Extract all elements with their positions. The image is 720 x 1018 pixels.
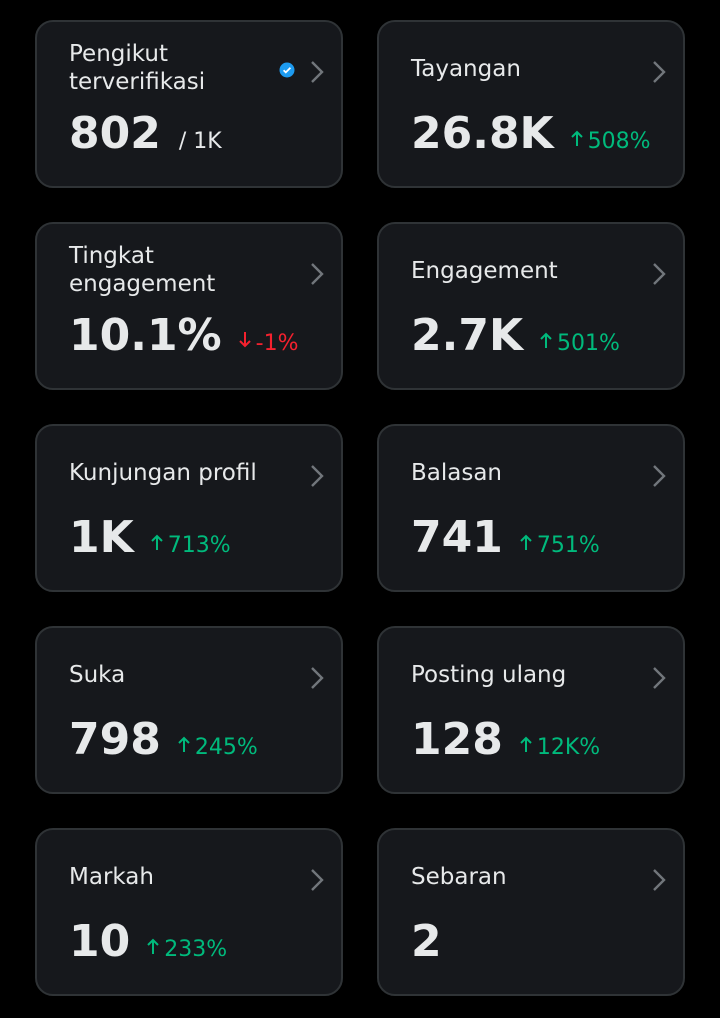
label-line: Engagement: [411, 258, 558, 284]
stat-value: 128: [411, 714, 503, 765]
value-row: 10 233%: [69, 914, 227, 970]
label-line: Suka: [69, 662, 126, 688]
stat-change: -1%: [238, 330, 299, 356]
value-row: 128 12K%: [411, 712, 600, 768]
chevron: [651, 60, 667, 88]
card-label: Tayangan: [411, 55, 521, 83]
stat-change: 751%: [519, 532, 600, 558]
chevron: [309, 60, 325, 88]
stat-value: 1K: [69, 512, 134, 563]
change-text: 12K%: [536, 735, 601, 760]
stat-value: 26.8K: [411, 108, 554, 159]
card-label: Balasan: [411, 459, 502, 487]
stat-change: 713%: [150, 532, 231, 558]
chevron: [651, 262, 667, 290]
change-text: 233%: [164, 937, 228, 962]
stat-change: 501%: [539, 330, 620, 356]
chevron: [651, 666, 667, 694]
change-text: -1%: [255, 331, 299, 356]
stat-value: 10: [69, 916, 131, 967]
stat-value: 798: [69, 714, 161, 765]
verified-badge: [279, 62, 295, 82]
chevron: [309, 262, 325, 290]
change-text: 508%: [587, 129, 651, 154]
change-arrow: [150, 532, 168, 558]
value-row: 741 751%: [411, 510, 600, 566]
label-line: Pengikut: [69, 41, 168, 67]
value-row: 2.7K 501%: [411, 308, 620, 364]
card-label: Pengikut terverifikasi: [69, 40, 205, 96]
label-line: Tingkat: [69, 243, 154, 269]
card-label: Tingkat engagement: [69, 242, 215, 298]
label-line: Markah: [69, 864, 154, 890]
value-row: 2: [411, 914, 442, 970]
stat-value: 802: [69, 108, 161, 159]
stat-value: 741: [411, 512, 503, 563]
change-arrow: [238, 330, 256, 356]
stat-card[interactable]: Kunjungan profil 1K 713%: [35, 424, 343, 592]
label-line: Tayangan: [411, 56, 521, 82]
stat-card[interactable]: Pengikut terverifikasi 802 / 1K: [35, 20, 343, 188]
stat-suffix: / 1K: [178, 129, 222, 154]
chevron: [309, 868, 325, 896]
card-label: Kunjungan profil: [69, 459, 257, 487]
stat-card[interactable]: Posting ulang 128 12K%: [377, 626, 685, 794]
label-line: Kunjungan profil: [69, 460, 257, 486]
stat-card[interactable]: Tingkat engagement 10.1% -1%: [35, 222, 343, 390]
chevron: [309, 666, 325, 694]
value-row: 1K 713%: [69, 510, 231, 566]
card-label: Suka: [69, 661, 125, 689]
stat-value: 10.1%: [69, 310, 222, 361]
card-label: Markah: [69, 863, 154, 891]
stat-change: 12K%: [519, 734, 600, 760]
label-line: Posting ulang: [411, 662, 567, 688]
stat-value: 2.7K: [411, 310, 524, 361]
label-line: engagement: [69, 271, 216, 297]
stat-card[interactable]: Sebaran 2: [377, 828, 685, 996]
stat-card[interactable]: Engagement 2.7K 501%: [377, 222, 685, 390]
change-text: 713%: [167, 533, 231, 558]
chevron: [309, 464, 325, 492]
change-text: 245%: [194, 735, 258, 760]
value-row: 798 245%: [69, 712, 258, 768]
stat-card[interactable]: Tayangan 26.8K 508%: [377, 20, 685, 188]
stat-change: 245%: [177, 734, 258, 760]
chevron: [651, 464, 667, 492]
change-arrow: [146, 936, 164, 962]
label-line: terverifikasi: [69, 69, 206, 95]
stat-value: 2: [411, 916, 442, 967]
stat-card[interactable]: Markah 10 233%: [35, 828, 343, 996]
change-arrow: [570, 128, 588, 154]
card-label: Sebaran: [411, 863, 507, 891]
change-arrow: [519, 532, 537, 558]
stat-change: 508%: [570, 128, 651, 154]
value-row: 26.8K 508%: [411, 106, 651, 162]
chevron: [651, 868, 667, 896]
value-row: 802 / 1K: [69, 106, 222, 162]
change-arrow: [177, 734, 195, 760]
label-line: Balasan: [411, 460, 503, 486]
stat-card[interactable]: Balasan 741 751%: [377, 424, 685, 592]
label-line: Sebaran: [411, 864, 507, 890]
card-label: Posting ulang: [411, 661, 566, 689]
card-label: Engagement: [411, 257, 558, 285]
stat-card[interactable]: Suka 798 245%: [35, 626, 343, 794]
change-arrow: [519, 734, 537, 760]
change-arrow: [539, 330, 557, 356]
change-text: 501%: [557, 331, 620, 356]
value-row: 10.1% -1%: [69, 308, 299, 364]
change-text: 751%: [536, 533, 600, 558]
stat-change: 233%: [146, 936, 227, 962]
